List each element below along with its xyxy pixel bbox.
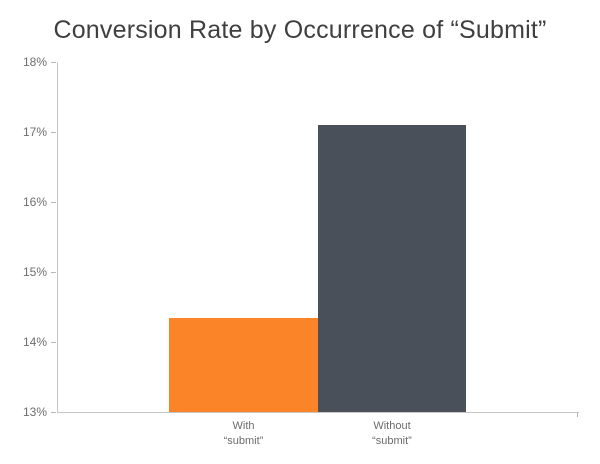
x-tick-label-line: With — [232, 420, 255, 432]
y-tick-mark — [51, 202, 56, 203]
y-tick-mark — [51, 342, 56, 343]
x-axis-end-tick-mark — [577, 412, 578, 417]
bar-with-submit — [169, 318, 318, 412]
x-tick-label-with-submit: With “submit” — [169, 419, 318, 449]
y-tick-mark — [51, 132, 56, 133]
y-tick-label: 16% — [22, 195, 47, 209]
y-tick-label: 15% — [22, 265, 47, 279]
y-tick-mark — [51, 412, 56, 413]
y-tick-label: 14% — [22, 335, 47, 349]
plot-area — [57, 62, 579, 413]
y-tick-label: 17% — [22, 125, 47, 139]
y-tick-mark — [51, 272, 56, 273]
x-tick-label-line: “submit” — [223, 435, 264, 447]
bar-without-submit — [318, 125, 466, 412]
y-tick-label: 13% — [22, 405, 47, 419]
x-tick-label-line: Without — [373, 420, 411, 432]
y-tick-mark — [51, 62, 56, 63]
x-tick-label-line: “submit” — [372, 435, 412, 447]
y-tick-label: 18% — [22, 55, 47, 69]
x-tick-label-without-submit: Without “submit” — [318, 419, 466, 449]
chart-title: Conversion Rate by Occurrence of “Submit… — [53, 16, 547, 44]
